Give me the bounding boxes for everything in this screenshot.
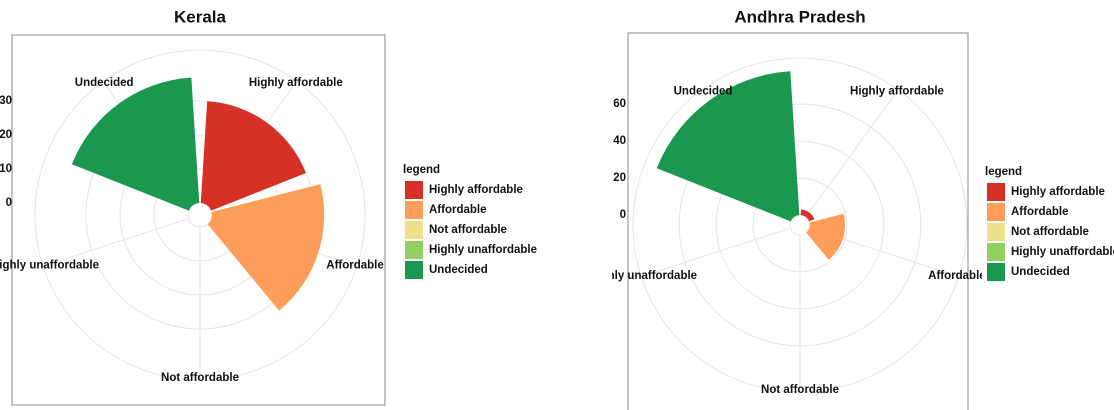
- legend-swatch: [987, 223, 1005, 241]
- category-label: Not affordable: [161, 372, 239, 384]
- grid-circle: [187, 202, 213, 228]
- legend-swatch: [987, 243, 1005, 261]
- bar: [71, 77, 200, 211]
- panel-border: [627, 32, 969, 410]
- legend-swatch: [405, 181, 423, 199]
- legend-label: Highly unaffordable: [1011, 246, 1114, 258]
- chart-title: Kerala: [174, 7, 227, 26]
- category-label: Affordable: [326, 259, 384, 271]
- panel-border: [11, 34, 386, 406]
- category-label: Highly affordable: [850, 86, 944, 98]
- category-label: Undecided: [75, 77, 134, 89]
- y-tick-label: 0: [620, 209, 626, 221]
- bar: [200, 101, 306, 211]
- bar: [207, 184, 325, 311]
- legend-label: Highly affordable: [1011, 186, 1105, 198]
- legend-title: legend: [985, 166, 1022, 178]
- legend-label: Undecided: [429, 264, 488, 276]
- legend-swatch: [405, 201, 423, 219]
- grid-circle: [789, 214, 811, 236]
- category-label: Highly affordable: [249, 77, 343, 89]
- spoke: [42, 218, 189, 267]
- y-tick-label: 30: [0, 95, 12, 107]
- legend-swatch: [987, 183, 1005, 201]
- legend-label: Undecided: [1011, 266, 1070, 278]
- y-tick-label: 40: [613, 135, 626, 147]
- category-label: Not affordable: [761, 384, 839, 396]
- spoke: [805, 89, 899, 218]
- category-label: Highly unaffordable: [589, 270, 697, 282]
- plot-area: Highly affordable Affordable Not affordabl…: [0, 49, 384, 384]
- legend-swatch: [405, 221, 423, 239]
- legend-label: Not affordable: [1011, 226, 1089, 238]
- legend-label: Highly unaffordable: [429, 244, 537, 256]
- y-tick-label: 0: [6, 197, 12, 209]
- legend-swatch: [405, 241, 423, 259]
- legend-label: Highly affordable: [429, 184, 523, 196]
- chart-title: Andhra Pradesh: [734, 7, 865, 26]
- y-tick-label: 60: [613, 98, 626, 110]
- y-tick-label: 10: [0, 163, 12, 175]
- category-label: Affordable: [928, 270, 986, 282]
- category-label: Undecided: [674, 86, 733, 98]
- legend-swatch: [987, 263, 1005, 281]
- bar: [806, 213, 846, 260]
- plot-area: Highly affordable Affordable Not affordabl…: [589, 57, 986, 396]
- legend-label: Affordable: [429, 204, 487, 216]
- spoke: [641, 227, 791, 278]
- bar: [656, 71, 800, 222]
- bar: [800, 209, 815, 222]
- legend-label: Affordable: [1011, 206, 1069, 218]
- legend-swatch: [405, 261, 423, 279]
- legend-title: legend: [403, 164, 440, 176]
- y-tick-label: 20: [0, 129, 12, 141]
- legend-label: Not affordable: [429, 224, 507, 236]
- y-tick-label: 20: [613, 172, 626, 184]
- legend-swatch: [987, 203, 1005, 221]
- category-label: Highly unaffordable: [0, 259, 99, 271]
